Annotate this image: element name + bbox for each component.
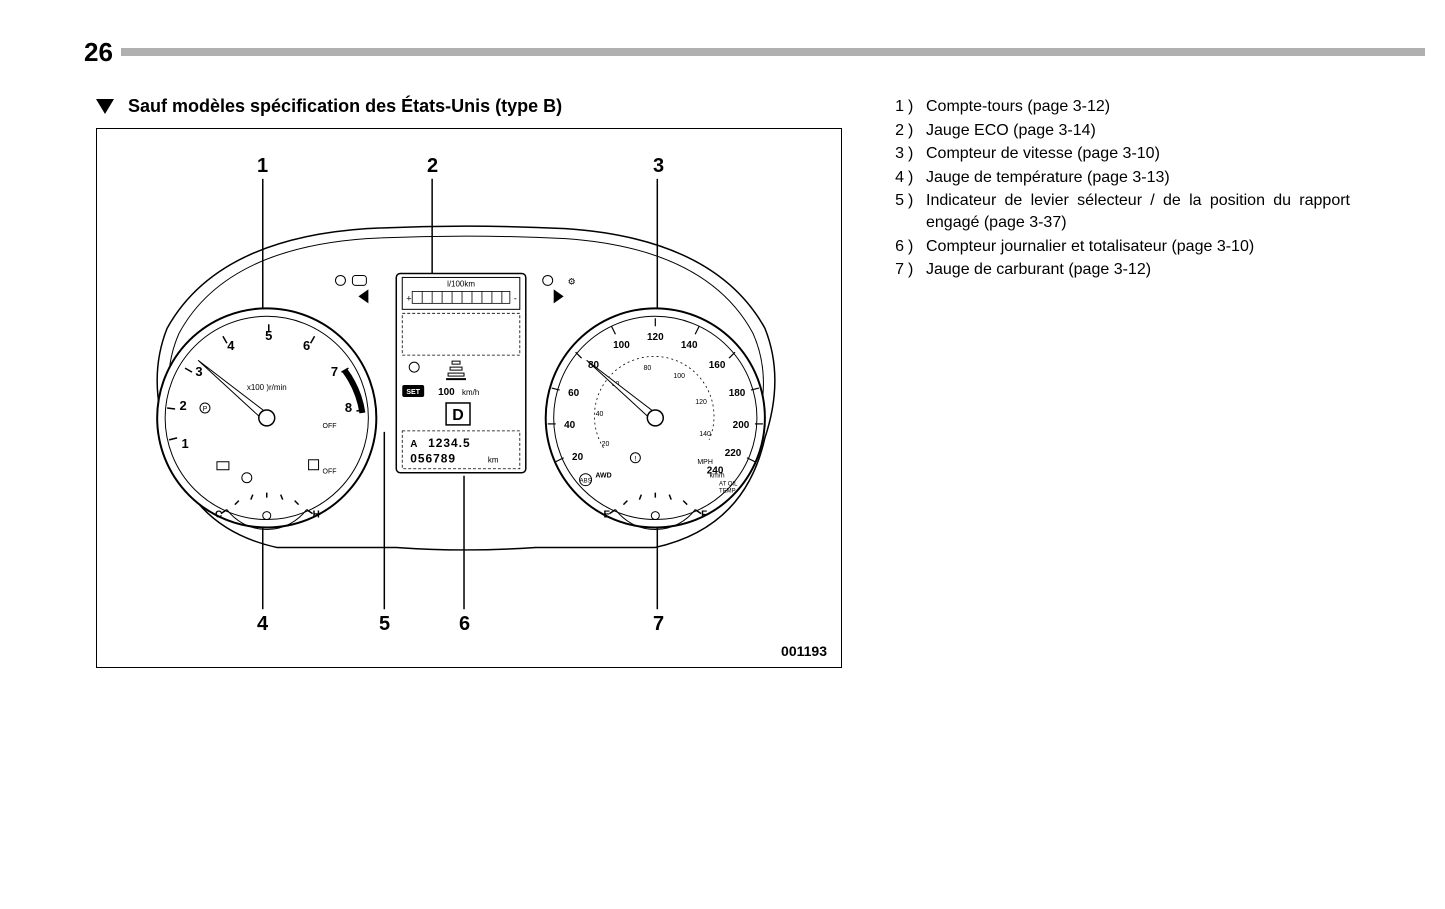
callout-4: 4 (257, 613, 268, 636)
svg-text:ABS: ABS (580, 479, 592, 485)
legend-num: 6 (880, 236, 908, 258)
svg-text:6: 6 (303, 338, 310, 353)
svg-text:A: A (410, 439, 417, 450)
legend-item: 7 ) Jauge de carburant (page 3-12) (880, 259, 1350, 281)
legend-list: 1 ) Compte-tours (page 3-12) 2 ) Jauge E… (880, 96, 1350, 283)
legend-item: 1 ) Compte-tours (page 3-12) (880, 96, 1350, 118)
legend-num: 4 (880, 167, 908, 189)
svg-text:OFF: OFF (323, 423, 337, 430)
svg-text:AWD: AWD (595, 473, 611, 480)
svg-text:200: 200 (733, 420, 750, 431)
svg-text:140: 140 (681, 340, 698, 351)
legend-text: Indicateur de levier sélecteur / de la p… (918, 190, 1350, 233)
svg-text:TEMP: TEMP (719, 489, 736, 495)
page-number: 26 (84, 37, 121, 68)
legend-num: 1 (880, 96, 908, 118)
legend-item: 3 ) Compteur de vitesse (page 3-10) (880, 143, 1350, 165)
figure-id: 001193 (781, 643, 827, 659)
eco-label: l/100km (447, 279, 475, 288)
svg-text:056789: 056789 (410, 452, 456, 466)
legend-text: Compteur de vitesse (page 3-10) (918, 143, 1350, 165)
legend-item: 4 ) Jauge de température (page 3-13) (880, 167, 1350, 189)
callout-6: 6 (459, 613, 470, 636)
center-display: l/100km + - SET (396, 273, 526, 472)
legend-text: Compte-tours (page 3-12) (918, 96, 1350, 118)
svg-text:220: 220 (725, 448, 742, 459)
speed-set: 100 (438, 387, 455, 398)
svg-text:120: 120 (695, 399, 707, 406)
cluster-svg: 1 2 3 4 5 6 7 8 x100 )r/min (97, 129, 841, 667)
legend-item: 6 ) Compteur journalier et totalisateur … (880, 236, 1350, 258)
callout-3: 3 (653, 155, 664, 178)
svg-text:MPH: MPH (697, 459, 712, 466)
svg-text:100: 100 (613, 340, 630, 351)
svg-text:P: P (203, 406, 208, 413)
svg-text:140: 140 (699, 431, 711, 438)
legend-text: Jauge ECO (page 3-14) (918, 120, 1350, 142)
svg-text:F: F (701, 510, 707, 521)
svg-text:2: 2 (179, 398, 186, 413)
svg-text:AT OIL: AT OIL (719, 482, 738, 488)
instrument-cluster-diagram: 1 2 3 4 5 6 7 1 2 3 4 5 (96, 128, 842, 668)
legend-item: 5 ) Indicateur de levier sélecteur / de … (880, 190, 1350, 233)
svg-text:km/h: km/h (462, 388, 479, 397)
svg-text:60: 60 (568, 388, 580, 399)
svg-text:160: 160 (709, 360, 726, 371)
svg-text:SET: SET (406, 389, 420, 396)
svg-text:100: 100 (673, 373, 685, 380)
legend-num: 3 (880, 143, 908, 165)
gear-indicator: D (452, 407, 464, 424)
svg-text:40: 40 (564, 420, 576, 431)
svg-text:E: E (604, 510, 611, 521)
legend-num: 7 (880, 259, 908, 281)
svg-text:20: 20 (572, 452, 584, 463)
svg-text:3: 3 (195, 364, 202, 379)
svg-text:x100 )r/min: x100 )r/min (247, 383, 287, 392)
svg-text:⚙: ⚙ (568, 276, 576, 286)
legend-num: 2 (880, 120, 908, 142)
triangle-down-icon (96, 99, 114, 114)
svg-text:-: - (514, 293, 517, 303)
legend-item: 2 ) Jauge ECO (page 3-14) (880, 120, 1350, 142)
svg-text:km: km (488, 456, 499, 465)
svg-text:8: 8 (345, 400, 352, 415)
legend-text: Jauge de température (page 3-13) (918, 167, 1350, 189)
svg-text:40: 40 (596, 411, 604, 418)
svg-text:C: C (215, 510, 222, 521)
svg-text:180: 180 (729, 388, 746, 399)
svg-text:1: 1 (181, 436, 188, 451)
speedometer: 20 40 60 80 100 120 140 160 180 200 220 … (546, 308, 765, 529)
callout-7: 7 (653, 613, 664, 636)
legend-num: 5 (880, 190, 908, 233)
svg-text:H: H (313, 510, 320, 521)
svg-text:!: ! (634, 456, 636, 463)
tachometer: 1 2 3 4 5 6 7 8 x100 )r/min (157, 308, 376, 529)
section-title-row: Sauf modèles spécification des États-Uni… (96, 96, 562, 117)
header-bar (121, 48, 1425, 56)
section-title: Sauf modèles spécification des États-Uni… (128, 96, 562, 117)
legend-text: Compteur journalier et totalisateur (pag… (918, 236, 1350, 258)
callout-1: 1 (257, 155, 268, 178)
legend-text: Jauge de carburant (page 3-12) (918, 259, 1350, 281)
callout-5: 5 (379, 613, 390, 636)
svg-text:1234.5: 1234.5 (428, 436, 471, 450)
svg-text:80: 80 (643, 365, 651, 372)
page-header: 26 (84, 40, 1425, 64)
svg-text:OFF: OFF (323, 469, 337, 476)
svg-text:7: 7 (331, 364, 338, 379)
svg-text:+: + (406, 293, 411, 303)
svg-text:120: 120 (647, 332, 664, 343)
svg-text:km/h: km/h (710, 473, 725, 480)
svg-text:4: 4 (227, 338, 235, 353)
callout-2: 2 (427, 155, 438, 178)
